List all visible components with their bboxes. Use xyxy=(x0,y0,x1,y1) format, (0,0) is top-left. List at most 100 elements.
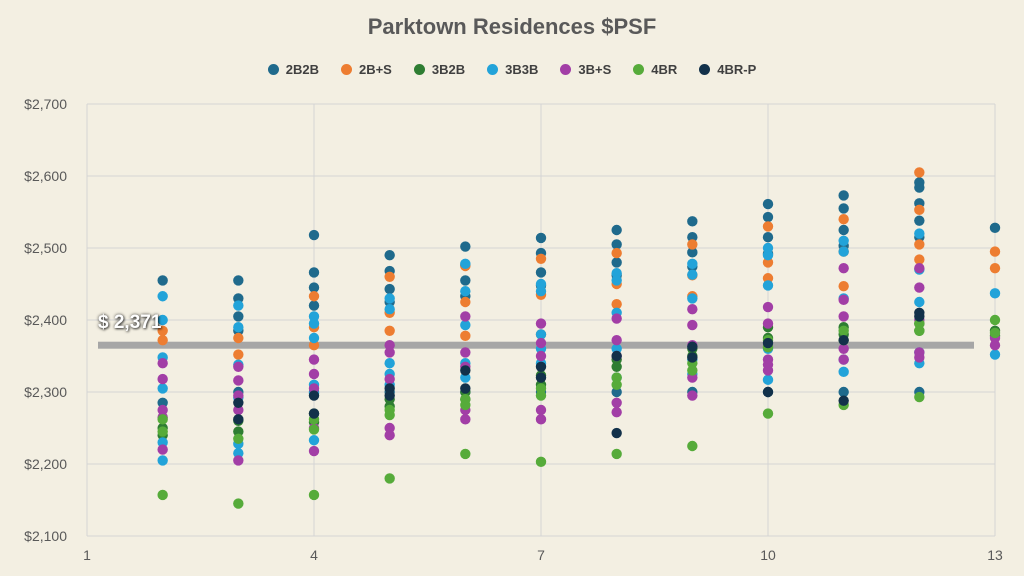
data-point-4br xyxy=(611,448,622,460)
data-point-4br-p xyxy=(914,311,925,322)
x-tick-label: 7 xyxy=(537,547,545,563)
data-point-2b-s xyxy=(460,330,471,342)
data-point-2b-s xyxy=(989,246,1001,257)
data-point-3b3b xyxy=(687,258,698,270)
data-point-3b-s xyxy=(233,455,244,466)
legend-marker xyxy=(560,64,572,75)
data-point-3b-s xyxy=(384,347,395,358)
data-point-3b3b xyxy=(233,300,244,311)
data-point-4br-p xyxy=(687,341,698,352)
data-point-3b3b xyxy=(460,286,471,297)
y-tick-label: $2,400 xyxy=(24,312,67,328)
data-point-3b-s xyxy=(762,318,774,329)
data-point-2b-s xyxy=(687,239,698,250)
data-point-4br xyxy=(914,318,925,329)
data-point-4br-p xyxy=(460,383,471,394)
data-point-4br-p xyxy=(762,386,774,398)
data-point-3b-s xyxy=(384,422,395,434)
y-tick-label: $2,200 xyxy=(24,456,67,472)
data-point-3b-s xyxy=(535,337,547,349)
data-point-3b-s xyxy=(384,340,395,351)
legend-item: 3B+S xyxy=(560,62,611,77)
legend-marker xyxy=(267,64,279,75)
data-point-2b-s xyxy=(384,271,395,282)
data-point-3b-s xyxy=(460,414,471,425)
data-point-3b-s xyxy=(535,350,547,362)
data-point-3b2b xyxy=(233,426,244,437)
data-point-4br xyxy=(838,325,849,336)
data-point-3b-s xyxy=(157,444,168,455)
data-point-3b-s xyxy=(914,282,925,293)
data-point-2b2b xyxy=(384,250,395,261)
data-point-2b-s xyxy=(157,334,168,346)
data-point-4br-p xyxy=(611,350,622,362)
data-point-2b-s xyxy=(233,332,244,344)
data-point-4br-p xyxy=(308,408,320,419)
data-point-3b3b xyxy=(611,268,622,279)
data-point-2b2b xyxy=(687,247,698,258)
data-point-2b-s xyxy=(308,340,320,351)
data-point-3b3b xyxy=(460,258,471,270)
data-point-4br-p xyxy=(233,397,244,408)
data-point-4br xyxy=(989,327,1001,339)
data-point-3b-s xyxy=(838,343,849,354)
legend-item: 2B+S xyxy=(340,62,392,77)
data-point-3b3b xyxy=(914,296,925,308)
data-point-4br xyxy=(157,489,168,501)
data-point-2b2b xyxy=(460,275,471,286)
data-point-3b-s xyxy=(838,294,849,306)
data-point-3b3b xyxy=(914,228,925,239)
data-point-2b-s xyxy=(914,204,925,216)
data-point-3b3b xyxy=(989,288,1001,299)
data-point-3b-s xyxy=(914,262,925,274)
data-points xyxy=(157,167,1001,509)
legend-label: 4BR xyxy=(651,62,678,77)
data-point-3b3b xyxy=(687,269,698,280)
data-point-2b2b xyxy=(914,215,925,226)
data-point-2b-s xyxy=(989,262,1001,274)
data-point-3b3b xyxy=(384,304,395,315)
data-point-4br xyxy=(460,399,471,411)
data-point-4br-p xyxy=(838,334,849,346)
legend-label: 4BR-P xyxy=(717,62,757,77)
data-point-3b-s xyxy=(611,313,622,324)
data-point-2b2b xyxy=(535,232,547,244)
data-point-2b-s xyxy=(384,325,395,336)
data-point-3b3b xyxy=(157,455,168,466)
legend-item: 4BR xyxy=(633,62,677,77)
data-point-2b2b xyxy=(838,190,849,201)
data-point-2b2b xyxy=(687,216,698,227)
x-tick-label: 13 xyxy=(987,547,1003,563)
data-point-2b2b xyxy=(233,293,244,304)
data-point-3b-s xyxy=(233,390,244,401)
data-point-3b3b xyxy=(762,374,774,385)
data-point-4br xyxy=(384,409,395,421)
data-point-3b-s xyxy=(687,372,698,383)
data-point-2b-s xyxy=(535,253,547,264)
data-point-4br xyxy=(687,365,698,376)
data-point-4br-p xyxy=(384,390,395,401)
data-point-3b3b xyxy=(308,318,320,329)
data-point-2b2b xyxy=(611,224,622,236)
legend-label: 3B+S xyxy=(578,62,612,77)
data-point-3b-s xyxy=(308,368,320,380)
data-point-3b2b xyxy=(611,361,622,372)
legend-label: 3B3B xyxy=(505,62,539,77)
data-point-3b3b xyxy=(233,322,244,333)
data-point-2b-s xyxy=(838,280,849,292)
legend-label: 2B+S xyxy=(358,62,392,77)
data-point-3b3b xyxy=(535,329,547,340)
data-point-3b3b xyxy=(460,319,471,331)
data-point-3b-s xyxy=(762,301,774,313)
data-point-4br xyxy=(157,414,168,425)
data-point-4br xyxy=(535,456,547,468)
data-point-3b-s xyxy=(308,383,320,394)
legend-item: 2B2B xyxy=(267,62,319,77)
data-point-2b2b xyxy=(308,229,320,241)
legend-label: 2B2B xyxy=(285,62,319,77)
data-point-3b3b xyxy=(762,250,774,261)
data-point-3b3b xyxy=(611,343,622,354)
x-axis-ticks: 1 4 7 10 13 xyxy=(83,547,1003,563)
chart-title: Parktown Residences $PSF xyxy=(367,14,657,39)
data-point-4br-p xyxy=(762,337,774,349)
